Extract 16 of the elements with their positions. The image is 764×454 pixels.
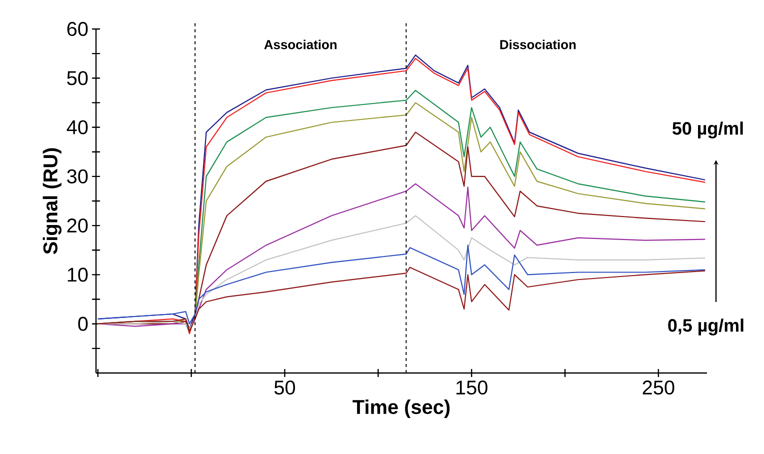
y-tick-label: 10 [68, 268, 88, 282]
x-axis-title: Time (sec) [352, 399, 450, 418]
annotation: 50 µg/ml [672, 122, 743, 138]
y-tick-label: 30 [67, 169, 88, 184]
y-tick-label: 0 [78, 316, 88, 331]
annotation: 0,5 µg/ml [668, 318, 744, 336]
x-tick-label: 250 [642, 380, 674, 395]
y-tick-label: 40 [66, 120, 88, 134]
annotation: Dissociation [500, 40, 576, 50]
x-tick-label: 50 [274, 380, 296, 395]
y-tick-label: 50 [67, 71, 88, 86]
y-tick-label: 20 [67, 218, 88, 233]
annotation: Association [264, 40, 337, 50]
y-tick-label: 60 [67, 22, 88, 36]
y-axis-title: Signal (RU) [42, 148, 62, 254]
x-tick-label: 150 [456, 380, 488, 395]
